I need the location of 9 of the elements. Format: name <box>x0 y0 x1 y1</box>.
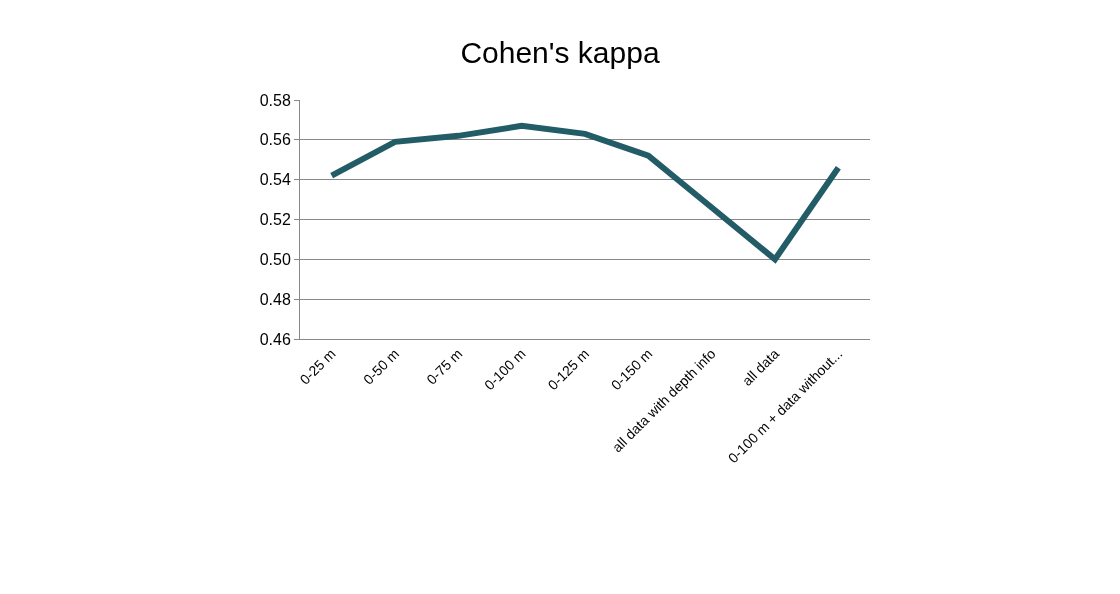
chart-title: Cohen's kappa <box>460 35 660 69</box>
y-tick-label: 0.56 <box>259 131 291 149</box>
y-tick-label: 0.46 <box>259 330 291 348</box>
y-tick-label: 0.54 <box>259 171 291 189</box>
y-tick-label: 0.50 <box>259 250 291 268</box>
y-tick-label: 0.48 <box>259 290 291 308</box>
y-tick-label: 0.52 <box>259 211 291 229</box>
y-tick-label: 0.58 <box>259 91 291 109</box>
x-tick-label: all data <box>738 345 783 389</box>
